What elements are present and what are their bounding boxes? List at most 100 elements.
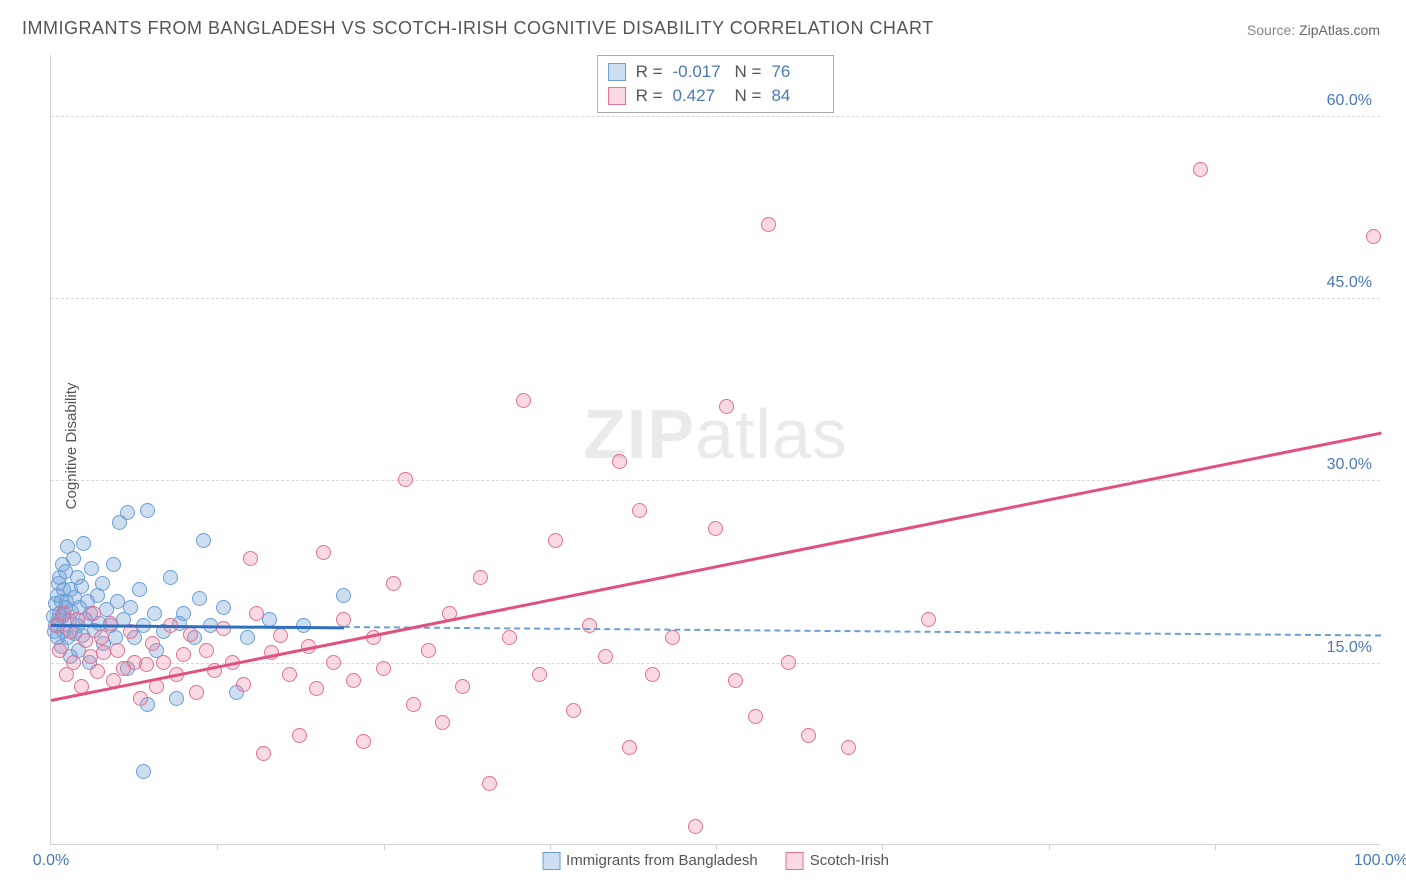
scatter-point xyxy=(386,576,401,591)
stats-row: R =0.427N =84 xyxy=(608,84,824,108)
y-tick-label: 60.0% xyxy=(1325,92,1374,110)
x-tick-mark xyxy=(550,844,551,850)
scatter-point xyxy=(90,664,105,679)
scatter-point xyxy=(216,600,231,615)
x-tick-mark xyxy=(716,844,717,850)
scatter-point xyxy=(196,533,211,548)
scatter-point xyxy=(548,533,563,548)
stats-r-label: R = xyxy=(636,62,663,82)
scatter-point xyxy=(292,728,307,743)
x-tick-mark xyxy=(217,844,218,850)
legend-label: Scotch-Irish xyxy=(810,852,889,869)
scatter-point xyxy=(176,606,191,621)
source-label: Source: xyxy=(1247,22,1299,38)
scatter-point xyxy=(688,819,703,834)
stats-swatch xyxy=(608,63,626,81)
scatter-point xyxy=(139,657,154,672)
stats-n-label: N = xyxy=(735,86,762,106)
scatter-point xyxy=(84,561,99,576)
scatter-point xyxy=(74,579,89,594)
x-tick-mark xyxy=(384,844,385,850)
scatter-point xyxy=(748,709,763,724)
scatter-point xyxy=(336,612,351,627)
scatter-point xyxy=(66,655,81,670)
scatter-point xyxy=(532,667,547,682)
source-attribution: Source: ZipAtlas.com xyxy=(1247,22,1380,38)
scatter-point xyxy=(123,600,138,615)
scatter-point xyxy=(645,667,660,682)
scatter-point xyxy=(78,633,93,648)
scatter-point xyxy=(582,618,597,633)
watermark-bold: ZIP xyxy=(583,395,695,473)
stats-r-label: R = xyxy=(636,86,663,106)
y-tick-label: 30.0% xyxy=(1325,456,1374,474)
scatter-point xyxy=(622,740,637,755)
stats-n-value: 84 xyxy=(771,86,823,106)
scatter-point xyxy=(665,630,680,645)
scatter-point xyxy=(841,740,856,755)
scatter-point xyxy=(163,570,178,585)
scatter-point xyxy=(921,612,936,627)
scatter-point xyxy=(566,703,581,718)
scatter-point xyxy=(435,715,450,730)
trend-line-extrapolated xyxy=(344,626,1381,637)
scatter-point xyxy=(256,746,271,761)
scatter-point xyxy=(243,551,258,566)
scatter-point xyxy=(781,655,796,670)
scatter-point xyxy=(52,643,67,658)
scatter-point xyxy=(169,691,184,706)
scatter-point xyxy=(406,697,421,712)
gridline xyxy=(51,116,1380,117)
x-tick-mark xyxy=(1049,844,1050,850)
legend-item: Scotch-Irish xyxy=(786,852,889,870)
scatter-point xyxy=(708,521,723,536)
gridline xyxy=(51,298,1380,299)
x-tick-label: 0.0% xyxy=(33,852,69,870)
scatter-point xyxy=(199,643,214,658)
x-tick-label: 100.0% xyxy=(1354,852,1406,870)
scatter-point xyxy=(140,503,155,518)
scatter-point xyxy=(136,764,151,779)
scatter-point xyxy=(346,673,361,688)
scatter-point xyxy=(110,643,125,658)
series-legend: Immigrants from Bangladesh Scotch-Irish xyxy=(542,852,889,870)
gridline xyxy=(51,480,1380,481)
scatter-point xyxy=(316,545,331,560)
scatter-point xyxy=(103,616,118,631)
scatter-point xyxy=(473,570,488,585)
scatter-point xyxy=(376,661,391,676)
scatter-point xyxy=(120,505,135,520)
scatter-point xyxy=(156,655,171,670)
stats-n-value: 76 xyxy=(771,62,823,82)
scatter-point xyxy=(236,677,251,692)
stats-n-label: N = xyxy=(735,62,762,82)
scatter-point xyxy=(273,628,288,643)
scatter-point xyxy=(309,681,324,696)
x-tick-mark xyxy=(882,844,883,850)
stats-swatch xyxy=(608,87,626,105)
scatter-point xyxy=(95,576,110,591)
scatter-point xyxy=(502,630,517,645)
watermark-light: atlas xyxy=(695,395,848,473)
scatter-point xyxy=(356,734,371,749)
scatter-point xyxy=(192,591,207,606)
scatter-point xyxy=(106,557,121,572)
scatter-point xyxy=(421,643,436,658)
scatter-point xyxy=(761,217,776,232)
scatter-point xyxy=(1193,162,1208,177)
legend-swatch xyxy=(786,852,804,870)
scatter-point xyxy=(189,685,204,700)
scatter-point xyxy=(240,630,255,645)
scatter-point xyxy=(183,627,198,642)
legend-item: Immigrants from Bangladesh xyxy=(542,852,758,870)
scatter-point xyxy=(516,393,531,408)
scatter-point xyxy=(176,647,191,662)
scatter-point xyxy=(86,606,101,621)
gridline xyxy=(51,663,1380,664)
scatter-point xyxy=(398,472,413,487)
scatter-point xyxy=(76,536,91,551)
scatter-point xyxy=(147,606,162,621)
scatter-point xyxy=(132,582,147,597)
scatter-point xyxy=(282,667,297,682)
scatter-point xyxy=(336,588,351,603)
